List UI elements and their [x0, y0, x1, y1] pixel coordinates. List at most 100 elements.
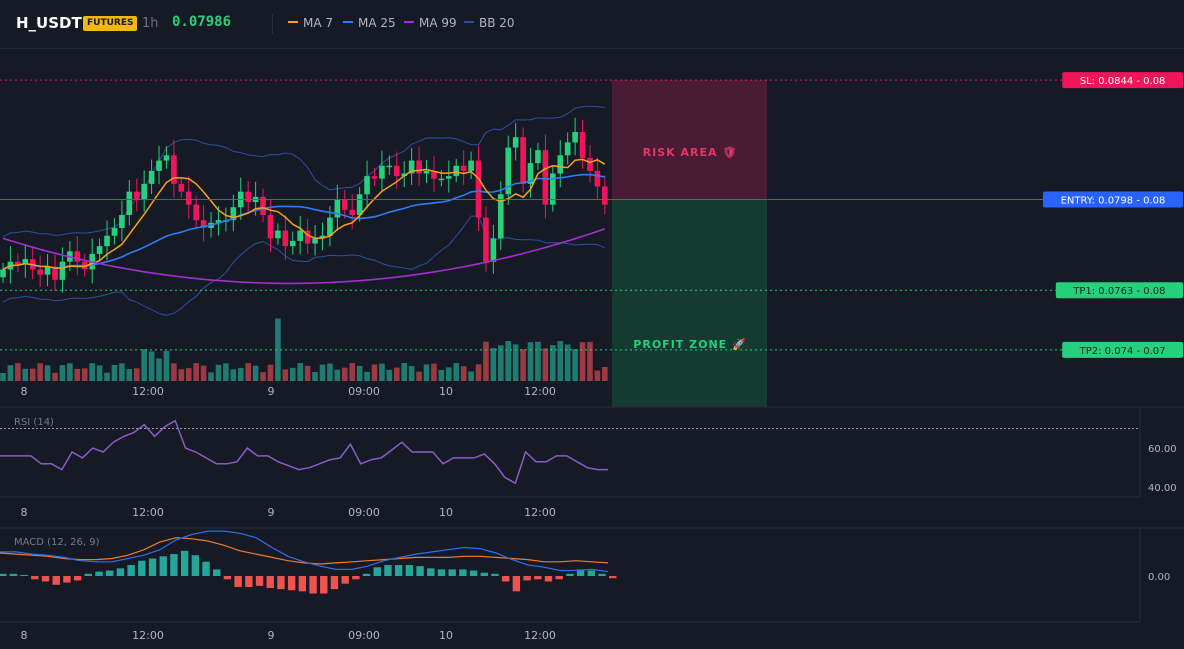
- legend-ma7[interactable]: MA 7: [288, 16, 333, 30]
- x-tick-label: 10: [439, 506, 453, 519]
- candle: [52, 266, 58, 280]
- price-chart[interactable]: SL: 0.0844 - 0.08 ENTRY: 0.0798 - 0.08 TP1…: [0, 49, 1184, 649]
- legend-bb20[interactable]: BB 20: [464, 16, 515, 30]
- volume-bar: [460, 366, 467, 381]
- symbol-title[interactable]: H_USDT: [16, 14, 82, 32]
- volume-bar: [178, 369, 185, 381]
- macd-histogram-bar: [469, 570, 478, 576]
- price-label-1[interactable]: ENTRY: 0.0798 - 0.08: [1043, 191, 1183, 208]
- volume-bar: [312, 371, 318, 381]
- macd-histogram-bar: [555, 576, 563, 580]
- candle: [327, 217, 333, 236]
- macd-histogram-bar: [223, 576, 232, 580]
- x-tick-label: 12:00: [132, 506, 164, 519]
- volume-bar: [22, 368, 29, 381]
- price-label-bg: [1062, 72, 1183, 89]
- candle: [267, 215, 274, 239]
- ma25-line: [2, 173, 605, 271]
- volume-bar: [37, 363, 43, 381]
- candle: [408, 160, 415, 174]
- volume-bar: [29, 368, 36, 381]
- volume-bar: [542, 348, 549, 381]
- volume-bar: [349, 363, 356, 381]
- candle: [230, 207, 237, 221]
- price-label-2[interactable]: TP1: 0.0763 - 0.08: [1055, 282, 1183, 299]
- macd-histogram-bar: [84, 573, 93, 576]
- candle: [468, 160, 474, 171]
- candle: [475, 160, 482, 218]
- x-tick-label: 9: [268, 385, 275, 398]
- macd-histogram-bar: [0, 573, 7, 576]
- volume-bar: [468, 371, 474, 381]
- macd-histogram-bar: [20, 574, 28, 576]
- rsi-title: RSI (14): [14, 417, 54, 428]
- x-tick-label: 12:00: [524, 385, 556, 398]
- candle: [282, 230, 289, 247]
- x-tick-label: 9: [268, 629, 275, 642]
- price-label-3[interactable]: TP2: 0.074 - 0.07: [1062, 341, 1183, 358]
- candle: [260, 196, 266, 215]
- macd-signal-line: [0, 537, 609, 565]
- last-price: 0.07986: [172, 14, 232, 30]
- candle: [200, 220, 207, 228]
- macd-title: MACD (12, 26, 9): [14, 537, 100, 548]
- volume-bar: [141, 349, 147, 381]
- timeframe-selector[interactable]: 1h: [142, 16, 159, 31]
- candle: [557, 155, 564, 174]
- macd-histogram-bar: [437, 569, 446, 576]
- x-tick-label: 12:00: [132, 629, 164, 642]
- volume-bar: [267, 364, 274, 381]
- candle: [171, 155, 177, 184]
- legend-ma99[interactable]: MA 99: [404, 16, 457, 30]
- volume-bar: [208, 372, 214, 381]
- candle: [193, 204, 199, 221]
- volume-bar: [119, 363, 125, 381]
- macd-histogram-bar: [266, 576, 274, 589]
- volume-bar: [74, 368, 81, 381]
- volume-bar: [401, 363, 408, 381]
- candle: [245, 191, 251, 203]
- candle: [74, 251, 81, 262]
- macd-histogram-bar: [491, 573, 499, 576]
- macd-histogram-bar: [384, 565, 392, 576]
- macd-histogram-bar: [362, 573, 371, 576]
- candle: [304, 230, 311, 244]
- macd-histogram-bar: [180, 550, 189, 576]
- macd-histogram-bar: [394, 565, 403, 576]
- volume-bar: [67, 363, 73, 381]
- volume-bar: [520, 349, 526, 381]
- candle: [446, 176, 452, 179]
- volume-bar: [446, 367, 452, 381]
- volume-bar: [171, 363, 177, 381]
- profit-zone: [612, 199, 767, 407]
- macd-histogram-bar: [427, 568, 435, 576]
- price-label-bg: [1062, 341, 1183, 358]
- macd-histogram-bar: [95, 571, 103, 576]
- candle: [156, 160, 162, 171]
- x-tick-label: 8: [21, 385, 28, 398]
- legend-ma25[interactable]: MA 25: [343, 16, 396, 30]
- volume-bar: [223, 363, 229, 381]
- x-tick-label: 10: [439, 629, 453, 642]
- volume-bar: [475, 364, 482, 381]
- x-tick-label: 09:00: [348, 385, 380, 398]
- volume-bar: [602, 367, 608, 381]
- profit-zone-label: PROFIT ZONE 🚀: [633, 338, 746, 351]
- volume-bar: [215, 364, 222, 381]
- macd-histogram-bar: [609, 576, 617, 579]
- macd-histogram-bar: [148, 558, 157, 576]
- macd-histogram-bar: [245, 576, 253, 587]
- candle: [319, 235, 326, 239]
- chart-header: H_USDT FUTURES 1h 0.07986 MA 7 MA 25 MA …: [0, 0, 1184, 49]
- candle: [341, 199, 348, 210]
- volume-bar: [594, 370, 601, 381]
- volume-bar: [327, 363, 333, 381]
- rsi-line: [0, 419, 608, 485]
- volume-bar: [96, 365, 103, 381]
- price-label-0[interactable]: SL: 0.0844 - 0.08: [1062, 72, 1183, 89]
- macd-histogram-bar: [191, 555, 200, 576]
- candle: [312, 238, 318, 244]
- candle: [535, 150, 541, 164]
- candle: [334, 199, 341, 218]
- volume-bar: [282, 369, 289, 381]
